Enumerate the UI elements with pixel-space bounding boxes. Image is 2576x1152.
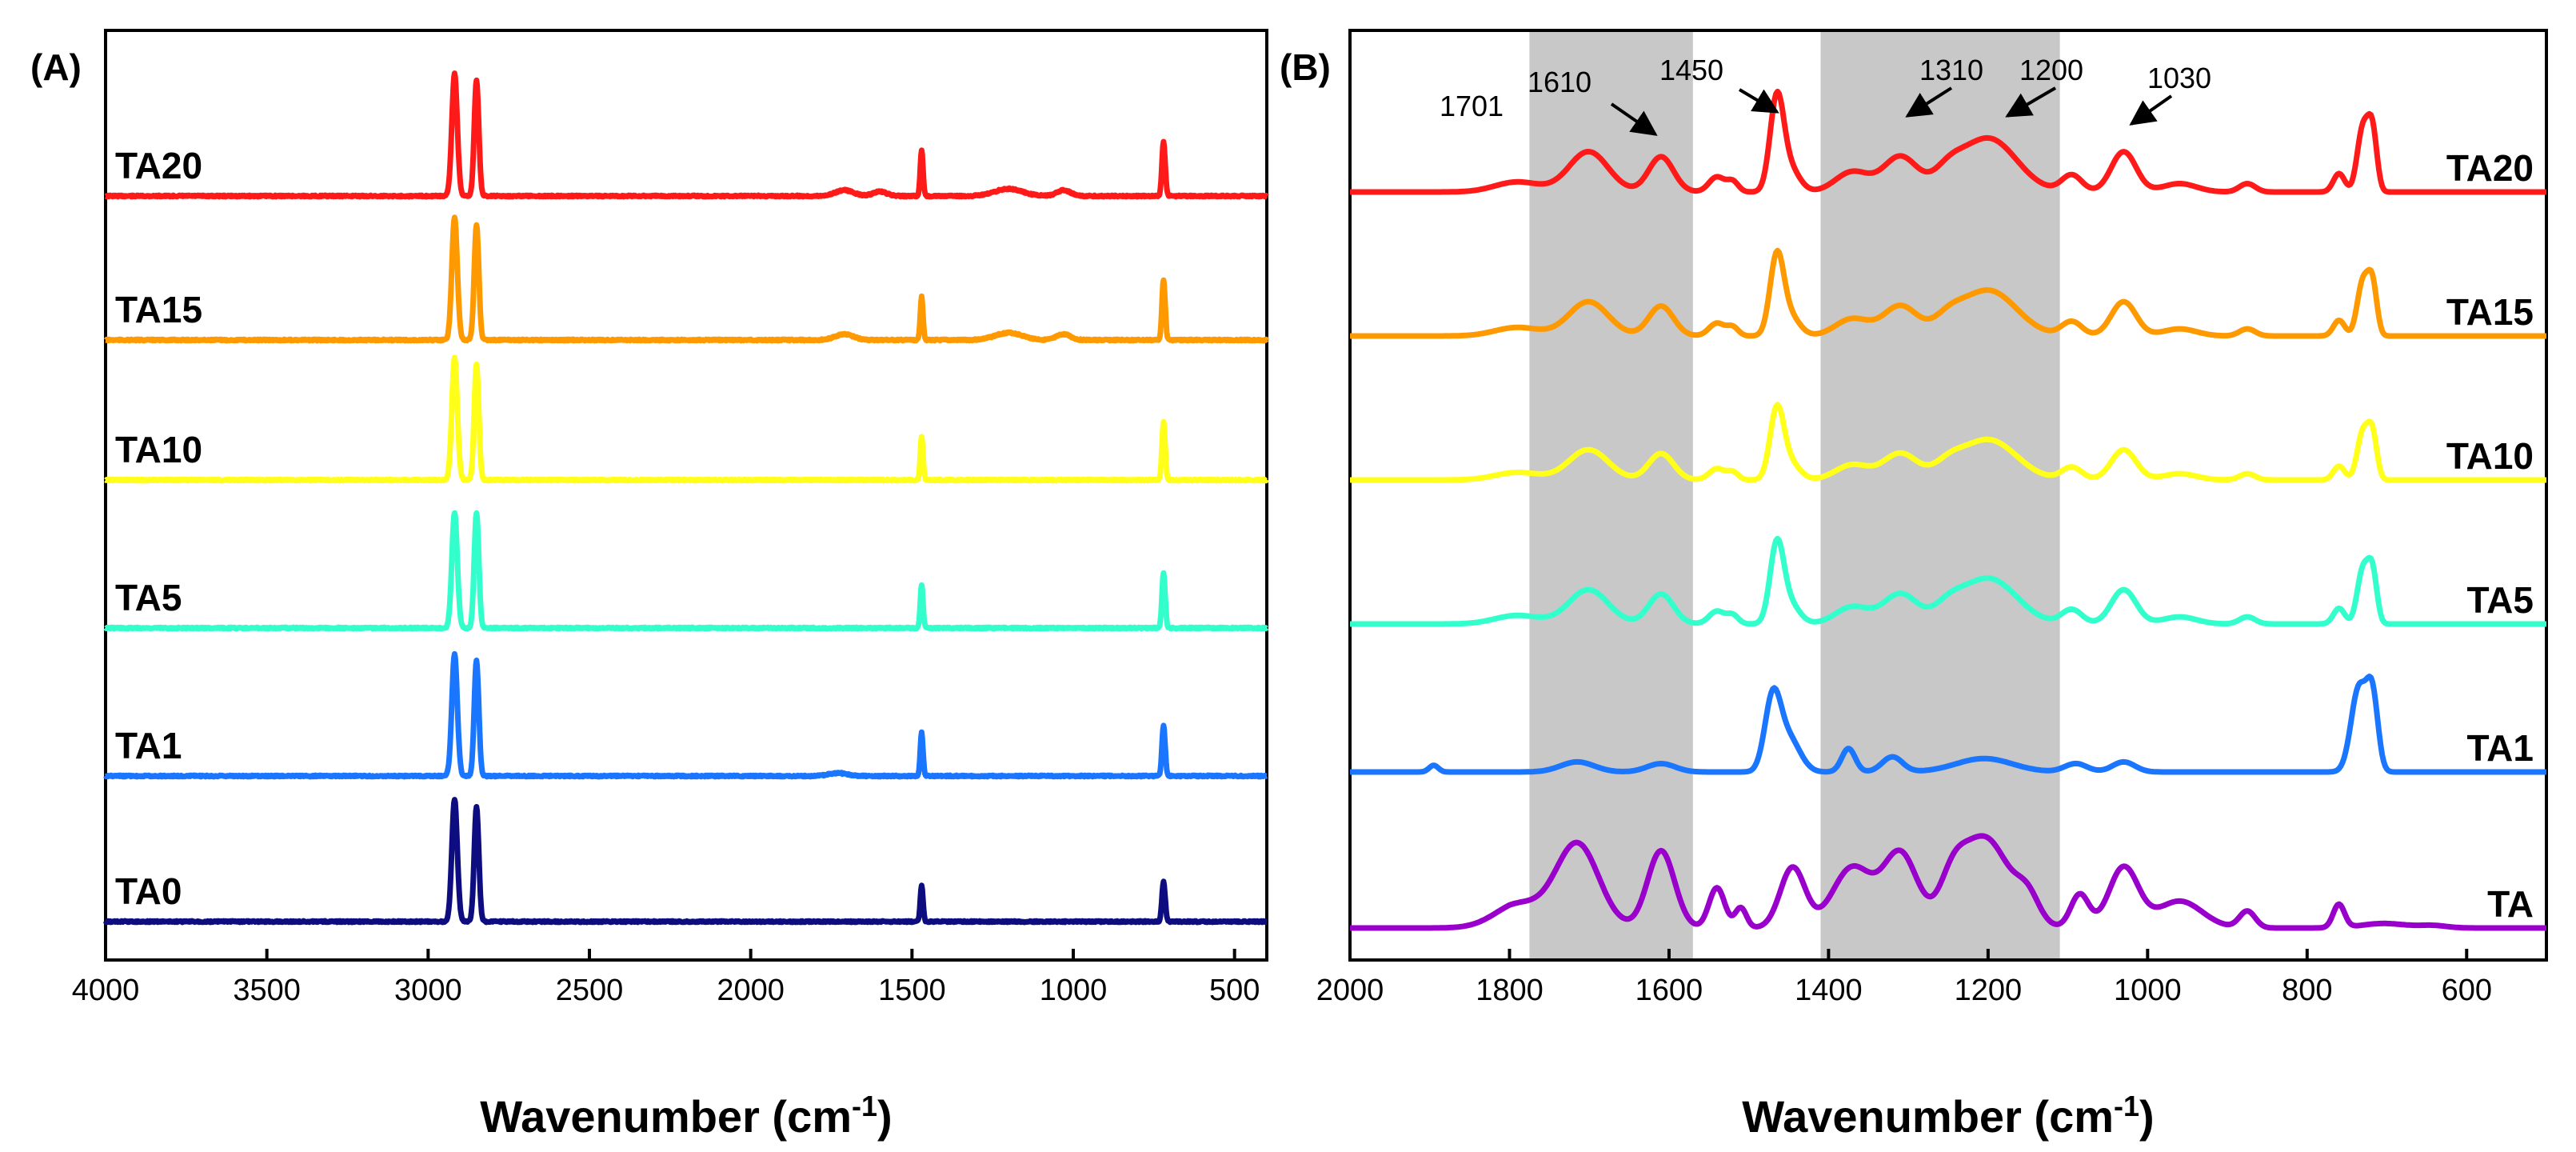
panel-a-series-label-ta5: TA5 bbox=[115, 577, 182, 618]
panel-b-annotation-1030: 1030 bbox=[2147, 62, 2211, 94]
panel-b-series-line-ta5 bbox=[1348, 535, 2548, 627]
panel-a-tick-label: 500 bbox=[1209, 974, 1260, 1007]
panel-a-series-label-ta15: TA15 bbox=[115, 289, 202, 330]
panel-b-series: TA20 TA15 TA10 TA5 TA1 TA bbox=[1348, 88, 2548, 931]
panel-b-series-label-ta: TA bbox=[2487, 883, 2534, 925]
panel-b-series-label-ta15: TA15 bbox=[2446, 291, 2534, 333]
panel-a-series-line-ta0 bbox=[102, 797, 1269, 926]
panel-a-series-line-ta20 bbox=[103, 70, 1269, 200]
panel-b-annotations: 1701 1610 1450 1310 1200 1030 bbox=[1440, 54, 2211, 136]
panel-b-series-line-ta15 bbox=[1348, 247, 2548, 339]
panel-a-series-line-ta10 bbox=[103, 354, 1270, 484]
panel-b: (B) 2000 1800 1600 1400 1200 1000 800 600 TA20T… bbox=[1280, 29, 2548, 1142]
panel-b-annotation-arrow-1450 bbox=[1738, 88, 1779, 114]
panel-b-annotation-arrow-1610 bbox=[1610, 102, 1658, 136]
panel-a-series-label-ta1: TA1 bbox=[115, 725, 182, 766]
panel-b-tick-label: 600 bbox=[2442, 974, 2492, 1007]
panel-a-series-label-ta20: TA20 bbox=[115, 145, 202, 186]
panel-a-series-label-ta0: TA0 bbox=[115, 870, 182, 912]
panel-a-x-axis-title: Wavenumber (cm-1) bbox=[480, 1090, 892, 1142]
panel-a-series-line-ta5 bbox=[103, 510, 1269, 632]
panel-b-annotation-arrow-1310 bbox=[1905, 86, 1953, 118]
panel-b-tick-label: 1600 bbox=[1635, 974, 1703, 1007]
panel-a-tick-label: 3500 bbox=[233, 974, 301, 1007]
panel-b-tick-label: 1000 bbox=[2114, 974, 2182, 1007]
panel-b-shaded-regions bbox=[1529, 32, 2060, 958]
panel-b-tick-label: 1800 bbox=[1476, 974, 1544, 1007]
panel-a-series-label-ta10: TA10 bbox=[115, 429, 202, 470]
panel-a-tick-label: 2000 bbox=[717, 974, 785, 1007]
panel-a-tick-label: 4000 bbox=[72, 974, 140, 1007]
panel-b-frame bbox=[1348, 29, 2548, 962]
panel-a-series-line-ta1 bbox=[103, 650, 1269, 780]
panel-b-annotation-1310: 1310 bbox=[1919, 54, 1983, 86]
panel-a-tick-label: 1000 bbox=[1040, 974, 1108, 1007]
panel-a-frame bbox=[104, 29, 1268, 962]
panel-b-series-line-ta10 bbox=[1348, 402, 2548, 483]
panel-b-series-label-ta10: TA10 bbox=[2446, 435, 2534, 477]
panel-b-tick-label: 1200 bbox=[1955, 974, 2023, 1007]
panel-b-series-label-ta5: TA5 bbox=[2467, 579, 2534, 621]
panel-b-xlabel: Wavenumber (cm bbox=[1742, 1091, 2114, 1142]
panel-a-series: TA20 TA15 TA10 TA5 TA1 TA0 bbox=[102, 70, 1270, 926]
panel-a-tick-label: 1500 bbox=[878, 974, 946, 1007]
panel-b-x-axis-title: Wavenumber (cm-1) bbox=[1742, 1090, 2154, 1142]
panel-b-series-line-ta bbox=[1348, 833, 2548, 931]
panel-a-series-line-ta15 bbox=[103, 214, 1270, 344]
panel-b-shaded-region bbox=[1820, 32, 2060, 958]
panel-b-series-line-ta1 bbox=[1348, 674, 2548, 775]
panel-b-label: (B) bbox=[1280, 46, 1331, 88]
panel-b-tick-label: 2000 bbox=[1316, 974, 1384, 1007]
panel-b-x-ticks: 2000 1800 1600 1400 1200 1000 800 600 bbox=[1316, 949, 2492, 1007]
panel-a-tick-label: 3000 bbox=[394, 974, 462, 1007]
panel-b-xlabel-close: ) bbox=[2139, 1091, 2155, 1142]
panel-a-xlabel: Wavenumber (cm bbox=[480, 1091, 852, 1142]
panel-a: (A) 4000 3500 3000 2500 2000 1500 1000 500 TA20… bbox=[30, 29, 1270, 1142]
panel-a-tick-label: 2500 bbox=[556, 974, 624, 1007]
panel-b-annotation-arrow-1030 bbox=[2129, 94, 2173, 126]
panel-b-series-line-ta20 bbox=[1348, 88, 2548, 195]
panel-a-xlabel-close: ) bbox=[877, 1091, 893, 1142]
panel-b-series-label-ta1: TA1 bbox=[2467, 727, 2534, 769]
panel-b-xlabel-sup: -1 bbox=[2114, 1090, 2139, 1122]
panel-a-x-ticks: 4000 3500 3000 2500 2000 1500 1000 500 bbox=[72, 949, 1260, 1007]
panel-b-annotation-1450: 1450 bbox=[1659, 54, 1723, 86]
panel-a-xlabel-sup: -1 bbox=[852, 1090, 877, 1122]
panel-a-label: (A) bbox=[30, 46, 82, 88]
panel-b-tick-label: 800 bbox=[2282, 974, 2332, 1007]
panel-b-annotation-1610: 1610 bbox=[1528, 66, 1592, 98]
panel-b-annotation-arrow-1200 bbox=[2005, 86, 2057, 118]
panel-b-tick-label: 1400 bbox=[1795, 974, 1863, 1007]
panel-b-series-label-ta20: TA20 bbox=[2446, 147, 2534, 189]
panel-b-annotation-1701: 1701 bbox=[1440, 90, 1504, 122]
panel-b-annotation-1200: 1200 bbox=[2019, 54, 2083, 86]
panel-b-shaded-region bbox=[1529, 32, 1693, 958]
